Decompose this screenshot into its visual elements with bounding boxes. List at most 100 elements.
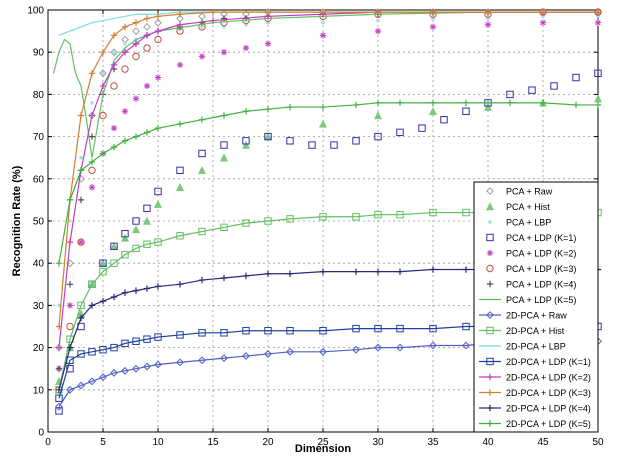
data-point: [57, 303, 61, 308]
data-point: [594, 101, 602, 109]
series-line: [52, 11, 598, 158]
legend-item: PCA + LDP (K=4): [486, 279, 576, 289]
data-point: [176, 358, 184, 367]
x-tick-label: 50: [592, 437, 604, 448]
x-tick-label: 10: [152, 437, 164, 448]
data-point: [132, 95, 140, 102]
data-point: [79, 155, 83, 160]
data-point: [374, 99, 382, 107]
data-point: [528, 86, 536, 94]
data-point: [55, 386, 63, 393]
legend-item: 2D-PCA + LDP (K=1): [479, 357, 591, 367]
data-point: [198, 53, 206, 60]
data-point: [142, 216, 152, 225]
legend-label: PCA + LDP (K=5): [506, 295, 576, 305]
data-point: [154, 27, 162, 35]
data-point: [154, 360, 162, 369]
legend-item: PCA + Raw: [486, 186, 553, 196]
data-point: [123, 41, 127, 46]
y-tick-label: 20: [33, 343, 45, 354]
data-point: [66, 344, 74, 351]
data-point: [539, 99, 547, 107]
data-point: [55, 344, 63, 351]
data-point: [286, 327, 294, 335]
data-point: [77, 196, 85, 204]
data-point: [154, 283, 162, 290]
data-point: [154, 13, 162, 20]
data-point: [374, 324, 382, 333]
data-point: [198, 149, 206, 158]
x-tick-label: 0: [45, 437, 51, 448]
data-point: [373, 111, 383, 120]
data-point: [143, 22, 151, 31]
legend-marker: [485, 202, 495, 211]
data-point: [132, 19, 140, 26]
data-point: [121, 137, 129, 145]
data-point: [121, 366, 129, 375]
data-point: [286, 137, 294, 145]
legend-label: PCA + Hist: [506, 202, 550, 212]
data-point: [396, 99, 404, 107]
data-point: [88, 377, 96, 386]
data-point: [318, 119, 328, 128]
data-point: [550, 82, 558, 90]
data-point: [220, 49, 228, 56]
data-point: [154, 124, 162, 132]
data-point: [198, 329, 206, 337]
data-point: [132, 217, 140, 225]
grid-lines: [48, 10, 598, 432]
data-point: [110, 143, 118, 151]
data-point: [319, 103, 327, 111]
data-point: [197, 166, 207, 175]
legend-marker: [486, 280, 494, 288]
data-point: [594, 8, 602, 16]
data-point: [374, 132, 382, 141]
data-point: [143, 204, 151, 213]
y-tick-label: 80: [33, 90, 45, 101]
data-point: [396, 324, 404, 333]
data-point: [88, 348, 96, 356]
data-point: [176, 21, 184, 28]
data-point: [286, 103, 294, 111]
legend-marker: [486, 249, 494, 257]
data-point: [352, 101, 360, 109]
data-point: [154, 187, 162, 196]
legend-item: 2D-PCA + Hist: [479, 326, 565, 336]
data-point: [154, 18, 162, 27]
data-point: [220, 329, 228, 337]
data-point: [484, 99, 492, 107]
data-point: [286, 347, 294, 356]
data-point: [143, 362, 151, 371]
data-point: [308, 141, 316, 149]
data-point: [175, 182, 185, 191]
legend-marker: [488, 220, 492, 224]
data-point: [242, 219, 250, 227]
data-point: [121, 229, 129, 238]
data-point: [539, 19, 547, 26]
data-point: [286, 215, 294, 223]
y-tick-label: 40: [33, 259, 45, 270]
data-point: [176, 11, 184, 18]
data-point: [319, 268, 327, 275]
data-point: [572, 73, 580, 82]
y-tick-label: 0: [38, 428, 44, 439]
data-point: [99, 373, 107, 382]
y-tick-label: 100: [27, 6, 44, 17]
data-point: [429, 341, 437, 350]
data-point: [110, 369, 118, 377]
data-point: [374, 27, 382, 35]
data-point: [143, 335, 151, 343]
legend-label: PCA + LDP (K=4): [506, 279, 576, 289]
data-point: [198, 227, 206, 236]
data-point: [88, 133, 96, 140]
data-point: [319, 8, 327, 16]
data-point: [572, 101, 580, 109]
data-point: [506, 99, 514, 107]
data-point: [352, 324, 360, 333]
data-point: [242, 352, 250, 360]
data-point: [462, 266, 470, 273]
data-point: [88, 70, 96, 77]
series-16: [55, 99, 602, 267]
legend-label: 2D-PCA + LDP (K=3): [506, 388, 591, 398]
data-point: [483, 102, 493, 111]
